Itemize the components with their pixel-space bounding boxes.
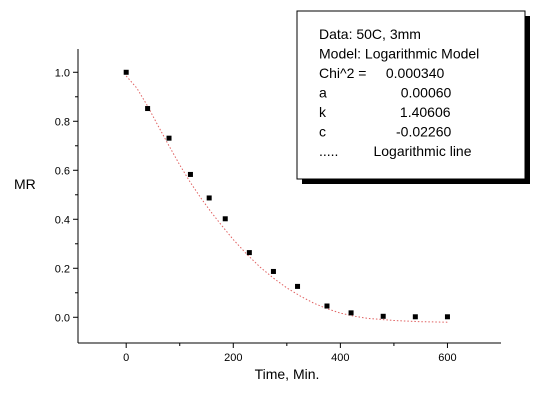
fit-line xyxy=(125,75,448,323)
data-point xyxy=(324,303,330,309)
x-axis: 0 200 400 600 xyxy=(123,343,457,364)
data-point xyxy=(246,250,252,256)
y-tick-label: 0.6 xyxy=(55,165,70,177)
legend-line: Data: 50C, 3mm xyxy=(319,26,421,42)
data-point xyxy=(295,283,301,289)
legend-line: Model: Logarithmic Model xyxy=(319,46,479,62)
y-tick-label: 0.8 xyxy=(55,116,70,128)
legend-line: c -0.02260 xyxy=(319,124,451,140)
legend-lines: Data: 50C, 3mm Model: Logarithmic Model Ch… xyxy=(319,26,479,159)
data-point xyxy=(348,310,354,316)
data-point xyxy=(380,313,386,319)
y-axis-title: MR xyxy=(14,176,36,192)
data-point xyxy=(412,314,418,320)
x-tick-label: 600 xyxy=(438,352,456,364)
data-point xyxy=(206,195,212,201)
legend-line: a 0.00060 xyxy=(319,85,452,101)
data-point xyxy=(270,268,276,274)
x-tick-label: 200 xyxy=(224,352,242,364)
legend-box xyxy=(296,10,526,180)
y-tick-label: 0.0 xyxy=(55,312,70,324)
y-tick-label: 0.2 xyxy=(55,263,70,275)
data-point xyxy=(444,314,450,320)
x-tick-label: 0 xyxy=(123,352,129,364)
legend: Data: 50C, 3mm Model: Logarithmic Model Ch… xyxy=(296,10,530,184)
legend-line: k 1.40606 xyxy=(319,104,451,120)
data-point xyxy=(123,69,129,75)
y-tick-label: 1.0 xyxy=(55,67,70,79)
x-tick-label: 400 xyxy=(331,352,349,364)
plot-frame xyxy=(77,49,501,344)
data-point xyxy=(166,135,172,141)
y-tick-label: 0.4 xyxy=(55,214,70,226)
data-point xyxy=(145,106,151,112)
fit-line-group xyxy=(125,75,448,323)
data-point xyxy=(222,216,228,222)
data-point xyxy=(187,171,193,177)
data-points xyxy=(123,69,450,320)
y-axis: 0.0 0.2 0.4 0.6 0.8 1.0 xyxy=(55,67,78,324)
legend-line: Chi^2 = 0.000340 xyxy=(319,65,444,81)
legend-line: ..... Logarithmic line xyxy=(319,143,472,159)
x-axis-title: Time, Min. xyxy=(255,366,320,382)
